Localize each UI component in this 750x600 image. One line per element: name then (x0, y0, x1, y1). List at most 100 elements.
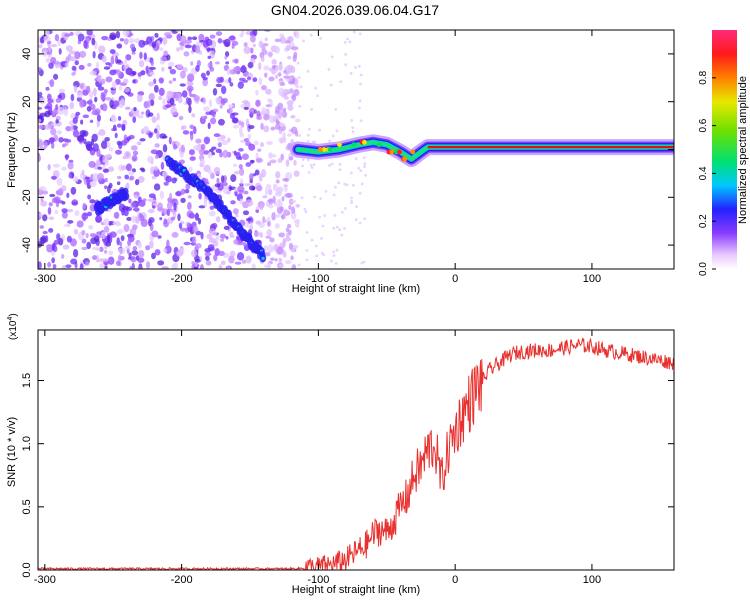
spectrogram-noise-blob (149, 71, 155, 76)
spectrogram-noise-blob (168, 66, 172, 70)
spectrogram-noise-blob (79, 263, 84, 269)
spectrogram-noise-blob (78, 50, 87, 58)
spectrogram-noise-blob (219, 233, 227, 239)
spectrogram-noise-dot (323, 214, 327, 217)
spectrogram-noise-blob (50, 56, 57, 64)
spectrogram-noise-blob (180, 144, 185, 153)
spectrogram-noise-blob (278, 127, 283, 135)
spectrogram-noise-blob (116, 229, 124, 235)
spectrogram-noise-blob (256, 184, 263, 192)
spectrogram-noise-blob (78, 64, 85, 70)
spectrogram-noise-blob (158, 87, 165, 96)
spectrogram-noise-blob (175, 94, 179, 102)
spectrogram-noise-blob (169, 192, 173, 202)
spectrogram-noise-blob (159, 47, 164, 52)
spectrogram-noise-blob (183, 51, 190, 57)
spectrogram-noise-blob (283, 107, 287, 113)
spectrogram-noise-blob (63, 108, 69, 117)
snr-xtick-label: 0 (452, 574, 458, 586)
figure-title: GN04.2026.039.06.04.G17 (271, 2, 439, 18)
spectrogram-noise-blob (150, 149, 158, 155)
spectrogram-noise-blob (137, 266, 143, 269)
spectrogram-noise-blob (238, 148, 244, 152)
spectrogram-noise-blob (182, 130, 190, 135)
spectrogram-noise-blob (265, 183, 272, 190)
spectrogram-ylabel: Frequency (Hz) (6, 112, 18, 188)
spectrogram-noise-blob (274, 223, 280, 229)
spectrogram-noise-blob (269, 257, 275, 261)
spectrogram-noise-blob (57, 187, 64, 196)
spectrogram-noise-blob (287, 55, 292, 60)
spectrogram-noise-blob (145, 245, 151, 251)
spectrogram-noise-blob (227, 137, 231, 143)
spectrogram-noise-blob (281, 195, 285, 202)
spectrogram-noise-blob (190, 61, 194, 66)
spectrogram-noise-blob (148, 132, 153, 139)
spectrogram-noise-blob (110, 116, 117, 123)
spectrogram-noise-blob (80, 119, 84, 125)
spectrogram-noise-dot (332, 250, 335, 254)
spectrogram-noise-blob (256, 116, 263, 120)
spectrogram-noise-blob (139, 51, 143, 60)
spectrogram-noise-dot (306, 69, 310, 73)
spectrogram-noise-blob (264, 30, 271, 33)
spectrogram-noise-blob (216, 216, 221, 223)
spectrogram-noise-dot (314, 86, 317, 90)
spectrogram-noise-blob (103, 218, 110, 226)
spectrogram-noise-blob (135, 216, 140, 224)
spectrogram-noise-blob (109, 32, 117, 40)
spectrogram-noise-blob (257, 201, 265, 209)
spectrogram-noise-blob (43, 141, 48, 149)
spectrogram-noise-dot (338, 168, 342, 172)
spectrogram-noise-dot (318, 215, 322, 219)
spectrogram-noise-blob (265, 235, 272, 239)
spectrogram-noise-blob (242, 242, 247, 247)
spectrogram-noise-dot (310, 166, 314, 170)
spectrogram-noise-blob (241, 153, 249, 161)
spectrogram-noise-blob (288, 204, 292, 211)
spectrogram-noise-blob (288, 76, 293, 82)
spectrogram-noise-blob (277, 158, 283, 164)
spectrogram-noise-blob (255, 99, 261, 107)
spectrogram-noise-blob (235, 151, 241, 160)
spectrogram-noise-blob (162, 36, 168, 45)
spectrogram-noise-blob (116, 69, 122, 76)
spectrogram-noise-blob (100, 104, 104, 111)
spectrogram-noise-blob (241, 259, 247, 264)
snr-ytick-label: 1.5 (21, 373, 33, 388)
spectrogram-noise-dot (331, 134, 335, 138)
snr-multiplier-close: ) (8, 313, 19, 316)
spectrogram-noise-blob (154, 249, 161, 256)
spectrogram-noise-blob (243, 46, 251, 54)
spectrogram-noise-blob (276, 200, 283, 208)
spectrogram-noise-blob (91, 103, 96, 111)
spectrogram-noise-blob (166, 201, 173, 211)
spectrogram-noise-dot (306, 133, 310, 137)
spectrogram-noise-dot (350, 119, 354, 122)
spectrogram-noise-blob (248, 143, 256, 151)
spectrogram-noise-dot (301, 158, 305, 162)
spectrogram-noise-blob (72, 175, 79, 183)
spectrogram-noise-blob (86, 106, 92, 112)
spectrogram-noise-blob (189, 81, 194, 86)
spectrogram-noise-blob (163, 50, 169, 57)
spectrogram-noise-blob (266, 141, 273, 145)
spectrogram-noise-blob (274, 109, 280, 115)
colorbar-tick-label: 0.6 (698, 118, 709, 132)
spectrogram-noise-blob (128, 198, 132, 204)
spectrogram-noise-dot (318, 128, 322, 132)
spectrogram-noise-blob (283, 75, 291, 79)
spectrogram-noise-blob (194, 45, 201, 54)
spectrogram-noise-blob (202, 76, 208, 81)
spectrogram-noise-blob (46, 93, 52, 101)
spectrogram-noise-dot (358, 106, 361, 110)
spectrogram-noise-blob (153, 84, 159, 93)
spectrogram-noise-dot (305, 249, 309, 252)
spectrogram-noise-blob (263, 125, 270, 133)
snr-multiplier: (x104) (7, 313, 19, 340)
spectrogram-noise-blob (95, 215, 102, 223)
spectrogram-noise-blob (118, 141, 123, 150)
spectrogram-noise-blob (206, 233, 213, 240)
spectrogram-noise-blob (264, 251, 271, 257)
